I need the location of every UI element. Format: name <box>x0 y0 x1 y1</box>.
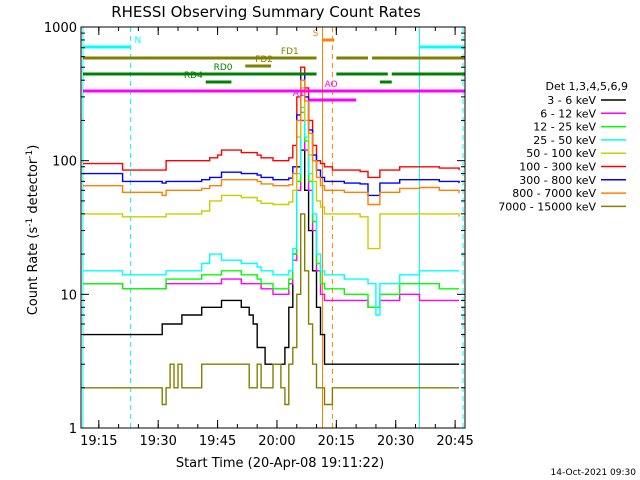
footer-timestamp: 14-Oct-2021 09:30 <box>551 468 637 478</box>
x-tick-label-2: 19:45 <box>199 434 236 449</box>
axis-layer: 19:15 19:30 19:45 20:00 20:15 20:30 20:45 1 10 10… <box>44 21 474 449</box>
series-line-8 <box>83 213 460 406</box>
plot-content: N S FD1 FD2 RD0 RD4 AO A1 <box>82 27 465 428</box>
x-tick-label-5: 20:30 <box>377 434 414 449</box>
legend-label-2: 12 - 25 keV <box>533 121 596 134</box>
legend-label-8: 7000 - 15000 keV <box>498 200 596 213</box>
y-tick-label-0: 1 <box>69 422 77 437</box>
y-tick-label-2: 100 <box>52 155 77 170</box>
x-tick-label-4: 20:15 <box>318 434 355 449</box>
flag-label-fd1: FD1 <box>281 47 299 57</box>
legend-label-0: 3 - 6 keV <box>547 94 596 107</box>
chart-title: RHESSI Observing Summary Count Rates <box>111 3 421 21</box>
flag-label-fd2: FD2 <box>255 55 273 65</box>
x-tick-label-6: 20:45 <box>436 434 473 449</box>
legend-label-1: 6 - 12 keV <box>540 107 596 120</box>
y-tick-label-1: 10 <box>60 288 77 303</box>
y-axis-label: Count Rate (s-1 detector-1) <box>25 145 41 316</box>
x-tick-label-0: 19:15 <box>80 434 117 449</box>
flag-label-a1: A1 <box>293 89 305 99</box>
legend-label-4: 50 - 100 keV <box>526 147 596 160</box>
series-line-0 <box>83 149 460 365</box>
flag-label-n: N <box>134 36 141 46</box>
legend-title: Det 1,3,4,5,6,9 <box>545 80 628 93</box>
legend-label-6: 300 - 800 keV <box>519 174 596 187</box>
series-line-7 <box>83 79 460 206</box>
flag-label-rd0: RD0 <box>214 63 233 73</box>
legend-label-5: 100 - 300 keV <box>519 161 596 174</box>
flag-label-s: S <box>313 29 319 39</box>
flag-label-ao: AO <box>324 80 337 90</box>
x-axis-label: Start Time (20-Apr-08 19:11:22) <box>176 456 384 471</box>
series-line-4 <box>83 87 460 250</box>
legend-label-3: 25 - 50 keV <box>533 134 596 147</box>
flag-label-rd4: RD4 <box>184 71 203 81</box>
x-tick-label-3: 20:00 <box>258 434 295 449</box>
x-tick-label-1: 19:30 <box>139 434 176 449</box>
legend-label-7: 800 - 7000 keV <box>512 187 596 200</box>
y-tick-label-3: 1000 <box>44 21 77 36</box>
plot-frame <box>80 26 466 429</box>
